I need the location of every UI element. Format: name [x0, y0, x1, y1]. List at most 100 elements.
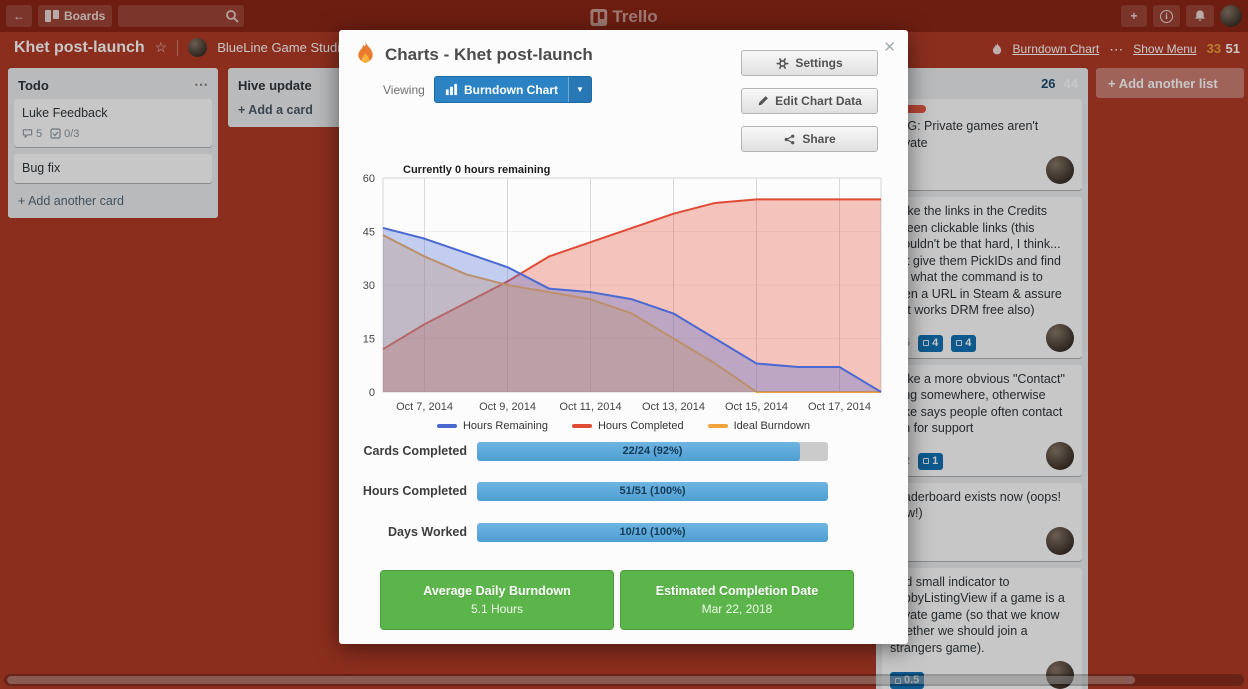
more-options-icon[interactable]: ⋯ — [1109, 40, 1124, 57]
org-avatar — [188, 38, 208, 57]
trello-logo-text: Trello — [612, 7, 658, 26]
add-another-card-link[interactable]: + Add another card — [18, 193, 124, 208]
share-icon — [784, 134, 795, 144]
chart-annotation: Currently 0 hours remaining — [403, 164, 551, 176]
legend-item-hours-remaining: Hours Remaining — [436, 420, 548, 432]
pencil-icon — [758, 96, 769, 106]
charts-modal: Charts - Khet post-launch ✕ Viewing Burn… — [339, 30, 908, 644]
chart-selector-button[interactable]: Burndown Chart ▼ — [434, 76, 592, 103]
edit-chart-data-button[interactable]: Edit Chart Data — [741, 88, 878, 114]
board-points-consumed: 33 — [1206, 41, 1222, 56]
card-title: Make a more obvious "Contact" thing some… — [890, 371, 1065, 436]
svg-text:Oct 7, 2014: Oct 7, 2014 — [396, 401, 453, 413]
share-button[interactable]: Share — [741, 126, 878, 152]
legend-swatch — [436, 424, 457, 428]
svg-text:Oct 13, 2014: Oct 13, 2014 — [642, 401, 705, 413]
burndown-chart-link[interactable]: Burndown Chart — [1012, 42, 1100, 56]
progress-row: Hours Completed 51/51 (100%) — [355, 481, 860, 501]
progress-text: 51/51 (100%) — [619, 484, 686, 497]
list-right: 26 44 BUG: Private games aren't private … — [876, 68, 1088, 689]
points-icon — [895, 677, 901, 684]
progress-label: Hours Completed — [362, 484, 467, 498]
info-icon: i — [1160, 9, 1173, 23]
star-icon[interactable]: ☆ — [154, 39, 168, 55]
checklist-icon — [50, 128, 61, 139]
svg-text:45: 45 — [363, 227, 375, 239]
card-footer: 2 1 — [890, 441, 1074, 470]
estimated-completion-date-box: Estimated Completion Date Mar 22, 2018 — [620, 570, 854, 630]
list-points: 26 44 — [882, 74, 1082, 99]
progress-row: Cards Completed 22/24 (92%) — [355, 441, 860, 461]
progress-row: Days Worked 10/10 (100%) — [355, 522, 860, 542]
progress-bar: 22/24 (92%) — [477, 441, 828, 461]
card-title: Make the links in the Credits screen cli… — [890, 204, 1062, 317]
svg-text:Oct 15, 2014: Oct 15, 2014 — [725, 401, 788, 413]
red-label — [890, 105, 926, 113]
bar-chart-icon — [445, 83, 458, 96]
org-name-link[interactable]: BlueLine Game Studios — [217, 40, 354, 55]
back-button[interactable]: ← — [6, 5, 32, 27]
gear-icon — [776, 57, 789, 69]
list-points-total: 44 — [1063, 76, 1078, 91]
search-icon[interactable] — [225, 9, 239, 23]
list-title[interactable]: Hive update — [238, 78, 312, 93]
horizontal-scrollbar-track[interactable] — [4, 674, 1244, 686]
svg-text:Oct 11, 2014: Oct 11, 2014 — [559, 401, 621, 413]
board-header-right: Burndown Chart ⋯ Show Menu 33 51 — [991, 40, 1240, 58]
flame-icon — [358, 41, 373, 64]
comment-icon — [22, 129, 33, 139]
points-icon — [956, 340, 963, 347]
plus-icon: + — [1130, 9, 1138, 23]
trello-logo-icon — [590, 8, 608, 26]
progress-fill — [477, 441, 800, 461]
flame-icon-small — [992, 41, 1001, 54]
avatar — [1046, 526, 1074, 555]
settings-label: Settings — [795, 56, 843, 70]
horizontal-scrollbar-thumb[interactable] — [7, 676, 1135, 684]
viewing-label: Viewing — [383, 83, 425, 97]
points-badge: 1 — [918, 452, 944, 470]
search-box — [118, 5, 245, 27]
chart-selector-label: Burndown Chart — [464, 82, 558, 97]
list-title[interactable]: Todo ⋯ — [18, 76, 208, 93]
board-title: Khet post-launch — [14, 38, 145, 56]
topbar-right-controls: + i — [1121, 5, 1242, 27]
stat-value: 5.1 Hours — [470, 602, 524, 616]
svg-text:Oct 17, 2014: Oct 17, 2014 — [808, 401, 871, 413]
list-menu-icon[interactable]: ⋯ — [194, 76, 208, 92]
member-avatar[interactable] — [1220, 5, 1242, 27]
settings-button[interactable]: Settings — [741, 50, 878, 76]
card-title: Add small indicator to LobbyListingView … — [890, 574, 1065, 655]
card-badges: 0.5 — [890, 672, 925, 689]
card-lobby-indicator[interactable]: Add small indicator to LobbyListingView … — [882, 567, 1082, 689]
progress-label: Cards Completed — [363, 444, 468, 458]
progress-label: Days Worked — [388, 525, 467, 539]
search-input[interactable] — [123, 9, 226, 23]
card-contact-thing[interactable]: Make a more obvious "Contact" thing some… — [882, 364, 1082, 476]
svg-text:Oct 9, 2014: Oct 9, 2014 — [479, 401, 536, 413]
card-bug-fix[interactable]: Bug fix — [14, 154, 212, 183]
edit-chart-data-label: Edit Chart Data — [775, 94, 862, 108]
chevron-down-icon[interactable]: ▼ — [568, 77, 591, 102]
info-button[interactable]: i — [1153, 5, 1180, 27]
stat-title: Estimated Completion Date — [655, 584, 819, 598]
card-footer — [890, 156, 1074, 184]
card-luke-feedback[interactable]: Luke Feedback 5 0/3 — [14, 99, 212, 148]
points-icon — [923, 340, 930, 347]
card-footer — [890, 526, 1074, 555]
list-todo: Todo ⋯ Luke Feedback 5 0/3 Bug fix + Add… — [8, 68, 218, 218]
progress-bar: 51/51 (100%) — [477, 481, 828, 501]
create-button[interactable]: + — [1121, 5, 1147, 27]
boards-button[interactable]: Boards — [38, 5, 113, 27]
add-another-list-button[interactable]: + Add another list — [1096, 68, 1244, 98]
show-menu-link[interactable]: Show Menu — [1133, 42, 1197, 56]
card-credits-links[interactable]: Make the links in the Credits screen cli… — [882, 197, 1082, 358]
header-divider — [177, 39, 179, 56]
notifications-button[interactable] — [1186, 5, 1214, 27]
progress-text: 22/24 (92%) — [622, 444, 683, 457]
card-title: Luke Feedback — [22, 106, 108, 120]
add-a-card-link[interactable]: + Add a card — [238, 103, 313, 117]
close-icon[interactable]: ✕ — [883, 39, 896, 56]
card-footer: 0.5 — [890, 661, 1074, 689]
points-icon — [923, 458, 930, 465]
